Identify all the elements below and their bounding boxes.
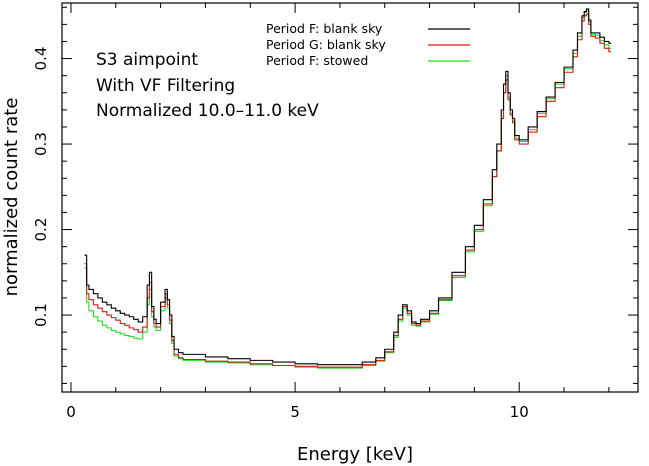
tick-labels: 0 5 10 0.1 0.2 0.3 0.4 [32, 47, 529, 421]
x-tick-label: 5 [290, 403, 300, 421]
annotations: S3 aimpoint With VF Filtering Normalized… [96, 50, 319, 121]
annotation-filtering: With VF Filtering [96, 76, 235, 96]
annotation-aimpoint: S3 aimpoint [96, 50, 198, 70]
plot-frame [61, 2, 639, 393]
legend-label: Period F: blank sky [266, 21, 383, 36]
legend-label: Period F: stowed [266, 53, 368, 68]
series-line-1 [84, 8, 612, 366]
y-axis-label: normalized count rate [1, 98, 22, 297]
x-tick-label: 0 [66, 403, 76, 421]
x-tick-label: 10 [510, 403, 529, 421]
annotation-normalization: Normalized 10.0–11.0 keV [96, 101, 319, 121]
series-layer [84, 8, 612, 369]
legend-label: Period G: blank sky [266, 37, 386, 52]
axis-ticks [62, 3, 638, 392]
x-axis-label: Energy [keV] [297, 444, 413, 465]
y-tick-label: 0.2 [32, 218, 50, 242]
y-tick-label: 0.1 [32, 303, 50, 327]
y-tick-label: 0.4 [32, 47, 50, 71]
y-tick-label: 0.3 [32, 132, 50, 156]
